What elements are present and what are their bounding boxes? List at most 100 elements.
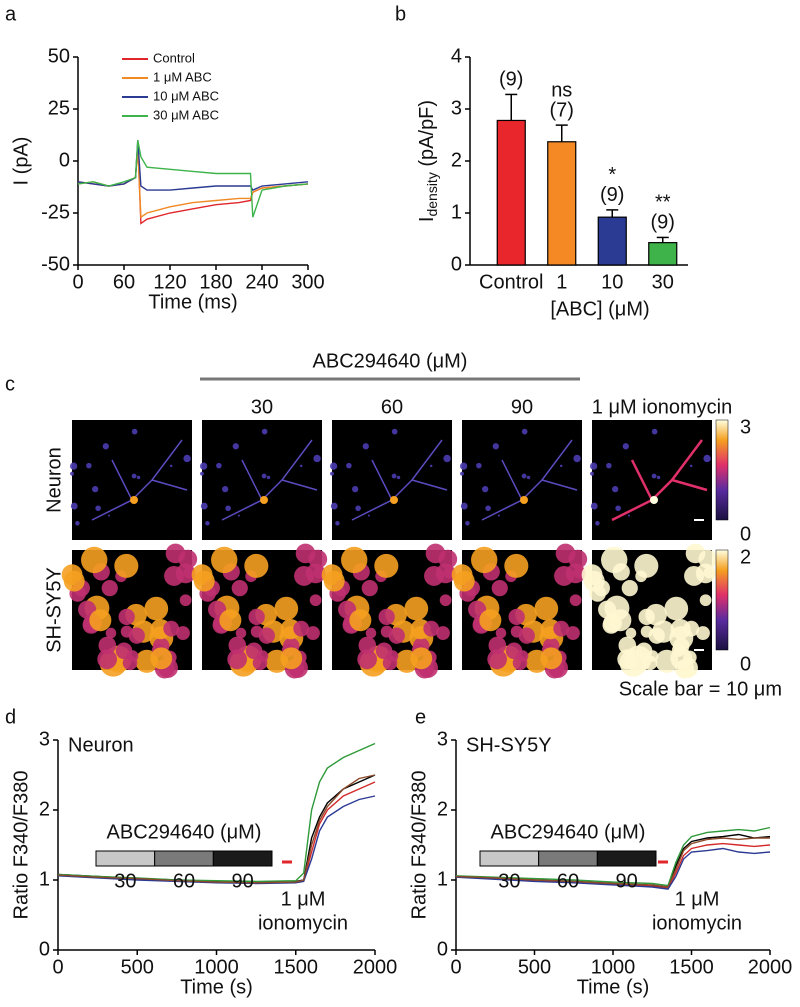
- cell: [102, 443, 109, 450]
- cell: [183, 454, 191, 463]
- neuron-process: [221, 439, 318, 521]
- cell: [70, 502, 78, 510]
- cell: [656, 475, 661, 480]
- cell: [479, 609, 502, 632]
- cell: [396, 475, 401, 480]
- x-axis-label: Time (s): [180, 976, 253, 998]
- y-tick-label: 2: [437, 798, 448, 820]
- x-tick-label: 500: [518, 956, 551, 978]
- cell: [410, 647, 433, 670]
- micrograph: [592, 420, 712, 540]
- trace: [57, 774, 376, 884]
- cell: [131, 428, 138, 435]
- cell: [165, 543, 186, 564]
- cell: [508, 608, 525, 626]
- cell-body: [260, 496, 268, 504]
- colorbar: [715, 549, 729, 651]
- cell: [476, 462, 482, 469]
- count-label: (7): [550, 99, 574, 121]
- y-tick-label: 2: [39, 798, 50, 820]
- cell: [261, 473, 267, 479]
- cell: [309, 594, 322, 607]
- dose-bar: [154, 850, 214, 867]
- bar: [597, 216, 627, 266]
- x-axis-label: [ABC] (μM): [550, 298, 649, 320]
- dose-label: 30: [114, 870, 136, 892]
- cell: [341, 546, 368, 574]
- cell: [266, 475, 271, 480]
- cell: [169, 464, 173, 468]
- cell: [261, 428, 268, 435]
- cell-body: [130, 496, 138, 504]
- cell: [323, 570, 345, 592]
- x-tick-label: 60: [113, 271, 135, 293]
- cell: [642, 655, 658, 671]
- bar: [496, 119, 526, 266]
- cell: [621, 579, 638, 597]
- cell: [69, 462, 78, 470]
- x-tick-label: 30: [652, 271, 674, 293]
- trace: [455, 826, 771, 887]
- cell-body: [650, 496, 658, 504]
- stimulus-label: ionomycin: [258, 912, 348, 934]
- cell: [349, 609, 372, 632]
- cell: [699, 594, 712, 607]
- cell: [228, 636, 247, 655]
- y-tick-label: 0: [59, 149, 70, 171]
- x-tick-label: 1000: [591, 956, 636, 978]
- cell: [622, 443, 629, 450]
- dose-bar: [596, 850, 657, 867]
- trace: [455, 837, 770, 888]
- significance-label: **: [655, 192, 671, 214]
- cell: [252, 655, 268, 671]
- cell: [589, 462, 598, 470]
- cell: [306, 626, 320, 640]
- cell: [211, 546, 238, 574]
- cell: [609, 609, 632, 632]
- cell: [482, 485, 489, 493]
- cell: [664, 596, 689, 621]
- cell: [590, 471, 594, 476]
- panel-label: e: [415, 706, 426, 728]
- neuron-process: [611, 439, 708, 522]
- cell: [534, 596, 559, 621]
- treatment-label: ABC294640 (μM): [107, 821, 262, 843]
- dose-bar: [538, 850, 598, 867]
- micrograph: [202, 420, 322, 540]
- cell: [497, 514, 500, 517]
- cell: [471, 546, 498, 574]
- cell: [404, 596, 429, 621]
- cell: [358, 636, 377, 655]
- panel-label: d: [5, 706, 16, 728]
- count-label: (9): [651, 212, 675, 234]
- cell: [293, 620, 310, 637]
- cell: [107, 514, 110, 517]
- dose-label: 60: [173, 870, 195, 892]
- cell: [553, 620, 570, 637]
- trace: [77, 148, 309, 219]
- cell: [176, 626, 190, 640]
- stimulus-label: ionomycin: [652, 912, 742, 934]
- y-axis-label: Idensity (pA/pF): [416, 100, 439, 222]
- stimulus-label: 1 μM: [281, 888, 326, 910]
- cell: [651, 473, 657, 479]
- cell: [590, 502, 598, 510]
- cell: [492, 443, 499, 450]
- x-tick-label: 120: [153, 271, 186, 293]
- dose-bar: [212, 850, 273, 867]
- cell: [299, 464, 303, 468]
- y-axis-label-part: density: [424, 172, 440, 216]
- cell: [231, 579, 248, 597]
- y-tick-label: 3: [437, 728, 448, 750]
- cell: [244, 553, 269, 578]
- column-label: 30: [251, 396, 273, 418]
- y-tick-label: 3: [451, 97, 462, 119]
- scale-note: Scale bar = 10 μm: [619, 678, 782, 700]
- cell: [423, 620, 440, 637]
- cell: [232, 443, 239, 450]
- cell: [566, 626, 580, 640]
- y-tick-label: 25: [48, 97, 70, 119]
- cell: [330, 471, 334, 476]
- y-tick-label: 0: [451, 253, 462, 275]
- cell: [485, 505, 491, 512]
